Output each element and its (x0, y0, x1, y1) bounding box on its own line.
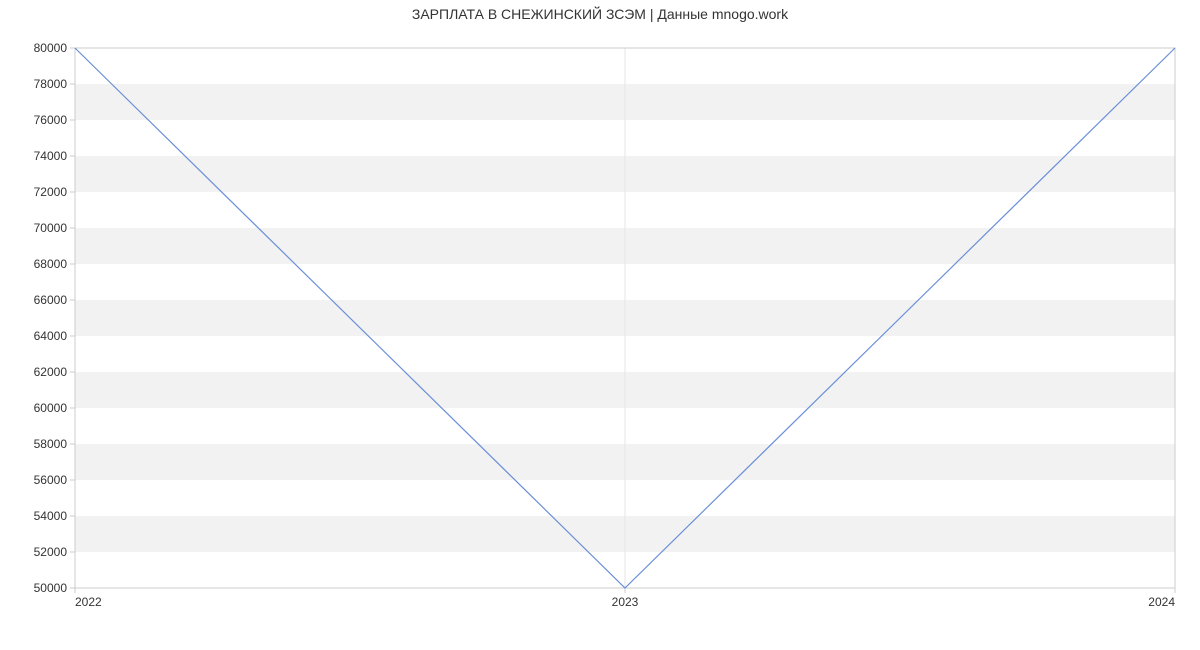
y-tick-label: 76000 (34, 113, 68, 127)
y-tick-label: 72000 (34, 185, 68, 199)
chart-container: ЗАРПЛАТА В СНЕЖИНСКИЙ ЗСЭМ | Данные mnog… (0, 0, 1200, 650)
y-tick-label: 54000 (34, 509, 68, 523)
y-tick-label: 64000 (34, 329, 68, 343)
y-tick-label: 58000 (34, 437, 68, 451)
x-tick-label: 2022 (75, 595, 102, 609)
y-tick-label: 74000 (34, 149, 68, 163)
y-tick-label: 62000 (34, 365, 68, 379)
y-tick-label: 52000 (34, 545, 68, 559)
y-tick-label: 70000 (34, 221, 68, 235)
y-tick-label: 50000 (34, 581, 68, 595)
chart-svg: 50000 52000 54000 56000 58000 60000 62000 64000… (0, 0, 1200, 650)
x-tick-label: 2024 (1148, 595, 1175, 609)
x-tick-label: 2023 (612, 595, 639, 609)
y-tick-label: 56000 (34, 473, 68, 487)
y-tick-label: 68000 (34, 257, 68, 271)
y-tick-label: 80000 (34, 41, 68, 55)
y-tick-label: 66000 (34, 293, 68, 307)
y-tick-label: 78000 (34, 77, 68, 91)
y-tick-label: 60000 (34, 401, 68, 415)
